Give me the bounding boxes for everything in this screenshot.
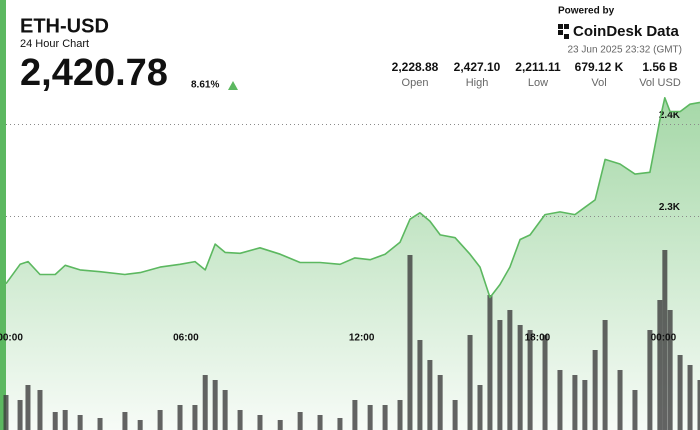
- volume-bar: [137, 420, 143, 430]
- stat-value: 2,211.11: [515, 60, 561, 74]
- volume-bar: [677, 355, 683, 430]
- volume-bar: [212, 380, 218, 430]
- stat-label: Low: [528, 77, 548, 89]
- volume-bar: [467, 335, 473, 430]
- x-tick-label: 12:00: [349, 333, 375, 344]
- stat-value: 679.12 K: [575, 60, 624, 74]
- x-tick-label: 00:00: [651, 333, 677, 344]
- volume-bar: [367, 405, 373, 430]
- volume-bar: [662, 250, 668, 430]
- volume-bar: [17, 400, 23, 430]
- volume-bar: [352, 400, 358, 430]
- volume-bar: [507, 310, 513, 430]
- volume-bar: [122, 412, 128, 430]
- volume-bar: [25, 385, 31, 430]
- volume-bar: [697, 380, 700, 430]
- stat-value: 2,427.10: [454, 60, 501, 74]
- volume-bar: [497, 320, 503, 430]
- volume-bar: [62, 410, 68, 430]
- stat-label: Open: [402, 77, 429, 89]
- price-area: [6, 97, 700, 430]
- volume-bar: [222, 390, 228, 430]
- volume-bar: [572, 375, 578, 430]
- stat-label: Vol USD: [639, 77, 681, 89]
- volume-bar: [3, 395, 9, 430]
- volume-bar: [517, 325, 523, 430]
- volume-bar: [687, 365, 693, 430]
- volume-bar: [632, 390, 638, 430]
- volume-bar: [557, 370, 563, 430]
- volume-bar: [257, 415, 263, 430]
- timestamp: 23 Jun 2025 23:32 (GMT): [567, 45, 682, 56]
- brand-logo: [558, 24, 569, 39]
- volume-bar: [542, 335, 548, 430]
- volume-bar: [407, 255, 413, 430]
- volume-bar: [397, 400, 403, 430]
- stat-value: 1.56 B: [642, 60, 678, 74]
- volume-bar: [37, 390, 43, 430]
- powered-by: Powered by: [558, 6, 615, 17]
- volume-bar: [617, 370, 623, 430]
- volume-bar: [667, 310, 673, 430]
- volume-bar: [157, 410, 163, 430]
- title: ETH-USD: [20, 15, 109, 37]
- price-line: [5, 97, 700, 299]
- volume-bar: [582, 380, 588, 430]
- volume-bar: [177, 405, 183, 430]
- volume-bar: [437, 375, 443, 430]
- volume-bar: [602, 320, 608, 430]
- volume-bar: [202, 375, 208, 430]
- change: 8.61%: [191, 80, 219, 91]
- volume-bar: [192, 405, 198, 430]
- volume-bar: [417, 340, 423, 430]
- volume-bar: [427, 360, 433, 430]
- volume-bar: [657, 300, 663, 430]
- y-tick-label: 2.3K: [659, 202, 681, 213]
- volume-bar: [477, 385, 483, 430]
- volume-bar: [382, 405, 388, 430]
- stat-label: Vol: [591, 77, 606, 89]
- volume-bar: [337, 418, 343, 430]
- plot: 2.3K 2.4K 00:00 06:00 12:00 18:00 00:00: [0, 97, 700, 430]
- volume-bar: [452, 400, 458, 430]
- volume-bar: [97, 418, 103, 430]
- volume-bar: [297, 412, 303, 430]
- price: 2,420.78: [20, 52, 168, 94]
- up-arrow: [228, 81, 238, 90]
- volume-bar: [237, 410, 243, 430]
- stat-value: 2,228.88: [392, 60, 439, 74]
- volume-bar: [487, 295, 493, 430]
- volume-bar: [527, 330, 533, 430]
- volume-bar: [77, 415, 83, 430]
- stats: 2,228.88 Open 2,427.10 High 2,211.11 Low 679.1…: [392, 60, 681, 89]
- accent-stripe: [0, 0, 6, 430]
- x-tick-label: 06:00: [173, 333, 199, 344]
- x-tick-label: 00:00: [0, 333, 23, 344]
- volume-bar: [592, 350, 598, 430]
- subtitle: 24 Hour Chart: [20, 38, 89, 50]
- brand: CoinDesk Data: [573, 23, 680, 40]
- volume-bar: [647, 330, 653, 430]
- x-tick-label: 18:00: [525, 333, 551, 344]
- volume-bar: [277, 420, 283, 430]
- stat-label: High: [466, 77, 489, 89]
- volume-bar: [317, 415, 323, 430]
- volume-bar: [52, 412, 58, 430]
- y-tick-label: 2.4K: [659, 110, 681, 121]
